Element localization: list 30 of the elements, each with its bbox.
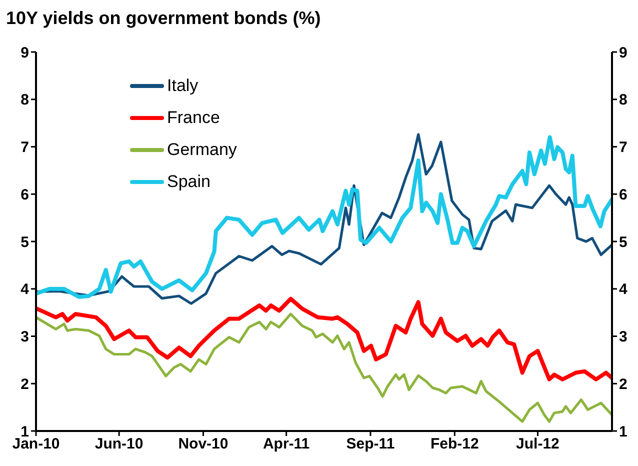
x-tick-label: Jul-12: [516, 436, 560, 453]
y2-tick-label: 9: [619, 44, 628, 62]
y-tick-label: 3: [20, 328, 29, 346]
legend-label: Italy: [167, 76, 198, 96]
y-tick-label: 2: [20, 376, 29, 393]
legend-label: Spain: [167, 172, 210, 192]
y-tick-label: 4: [20, 281, 30, 298]
y2-tick-label: 5: [619, 234, 628, 251]
y-tick-label: 6: [20, 186, 29, 204]
legend-label: Germany: [167, 140, 237, 160]
y-tick-label: 8: [20, 92, 29, 109]
x-tick-label: Apr-11: [262, 436, 310, 453]
y-tick-label: 7: [20, 139, 29, 156]
y2-tick-label: 4: [619, 281, 628, 298]
x-tick-label: Jun-10: [94, 436, 144, 453]
chart-title: 10Y yields on government bonds (%): [6, 8, 321, 28]
x-tick-label: Nov-10: [178, 436, 228, 453]
y-tick-label: 5: [20, 234, 29, 251]
y2-tick-label: 2: [619, 376, 628, 393]
legend-label: France: [167, 108, 220, 128]
y2-tick-label: 7: [619, 139, 628, 156]
x-tick-label: Sep-11: [346, 436, 395, 453]
y2-tick-label: 3: [619, 328, 628, 346]
y2-tick-label: 8: [619, 92, 628, 109]
y2-tick-label: 6: [619, 186, 628, 204]
y-tick-label: 9: [20, 44, 29, 62]
line-series: [36, 312, 612, 423]
x-tick-label: Feb-12: [430, 436, 479, 453]
line-series: [36, 296, 612, 382]
y2-tick-label: 1: [619, 423, 628, 440]
